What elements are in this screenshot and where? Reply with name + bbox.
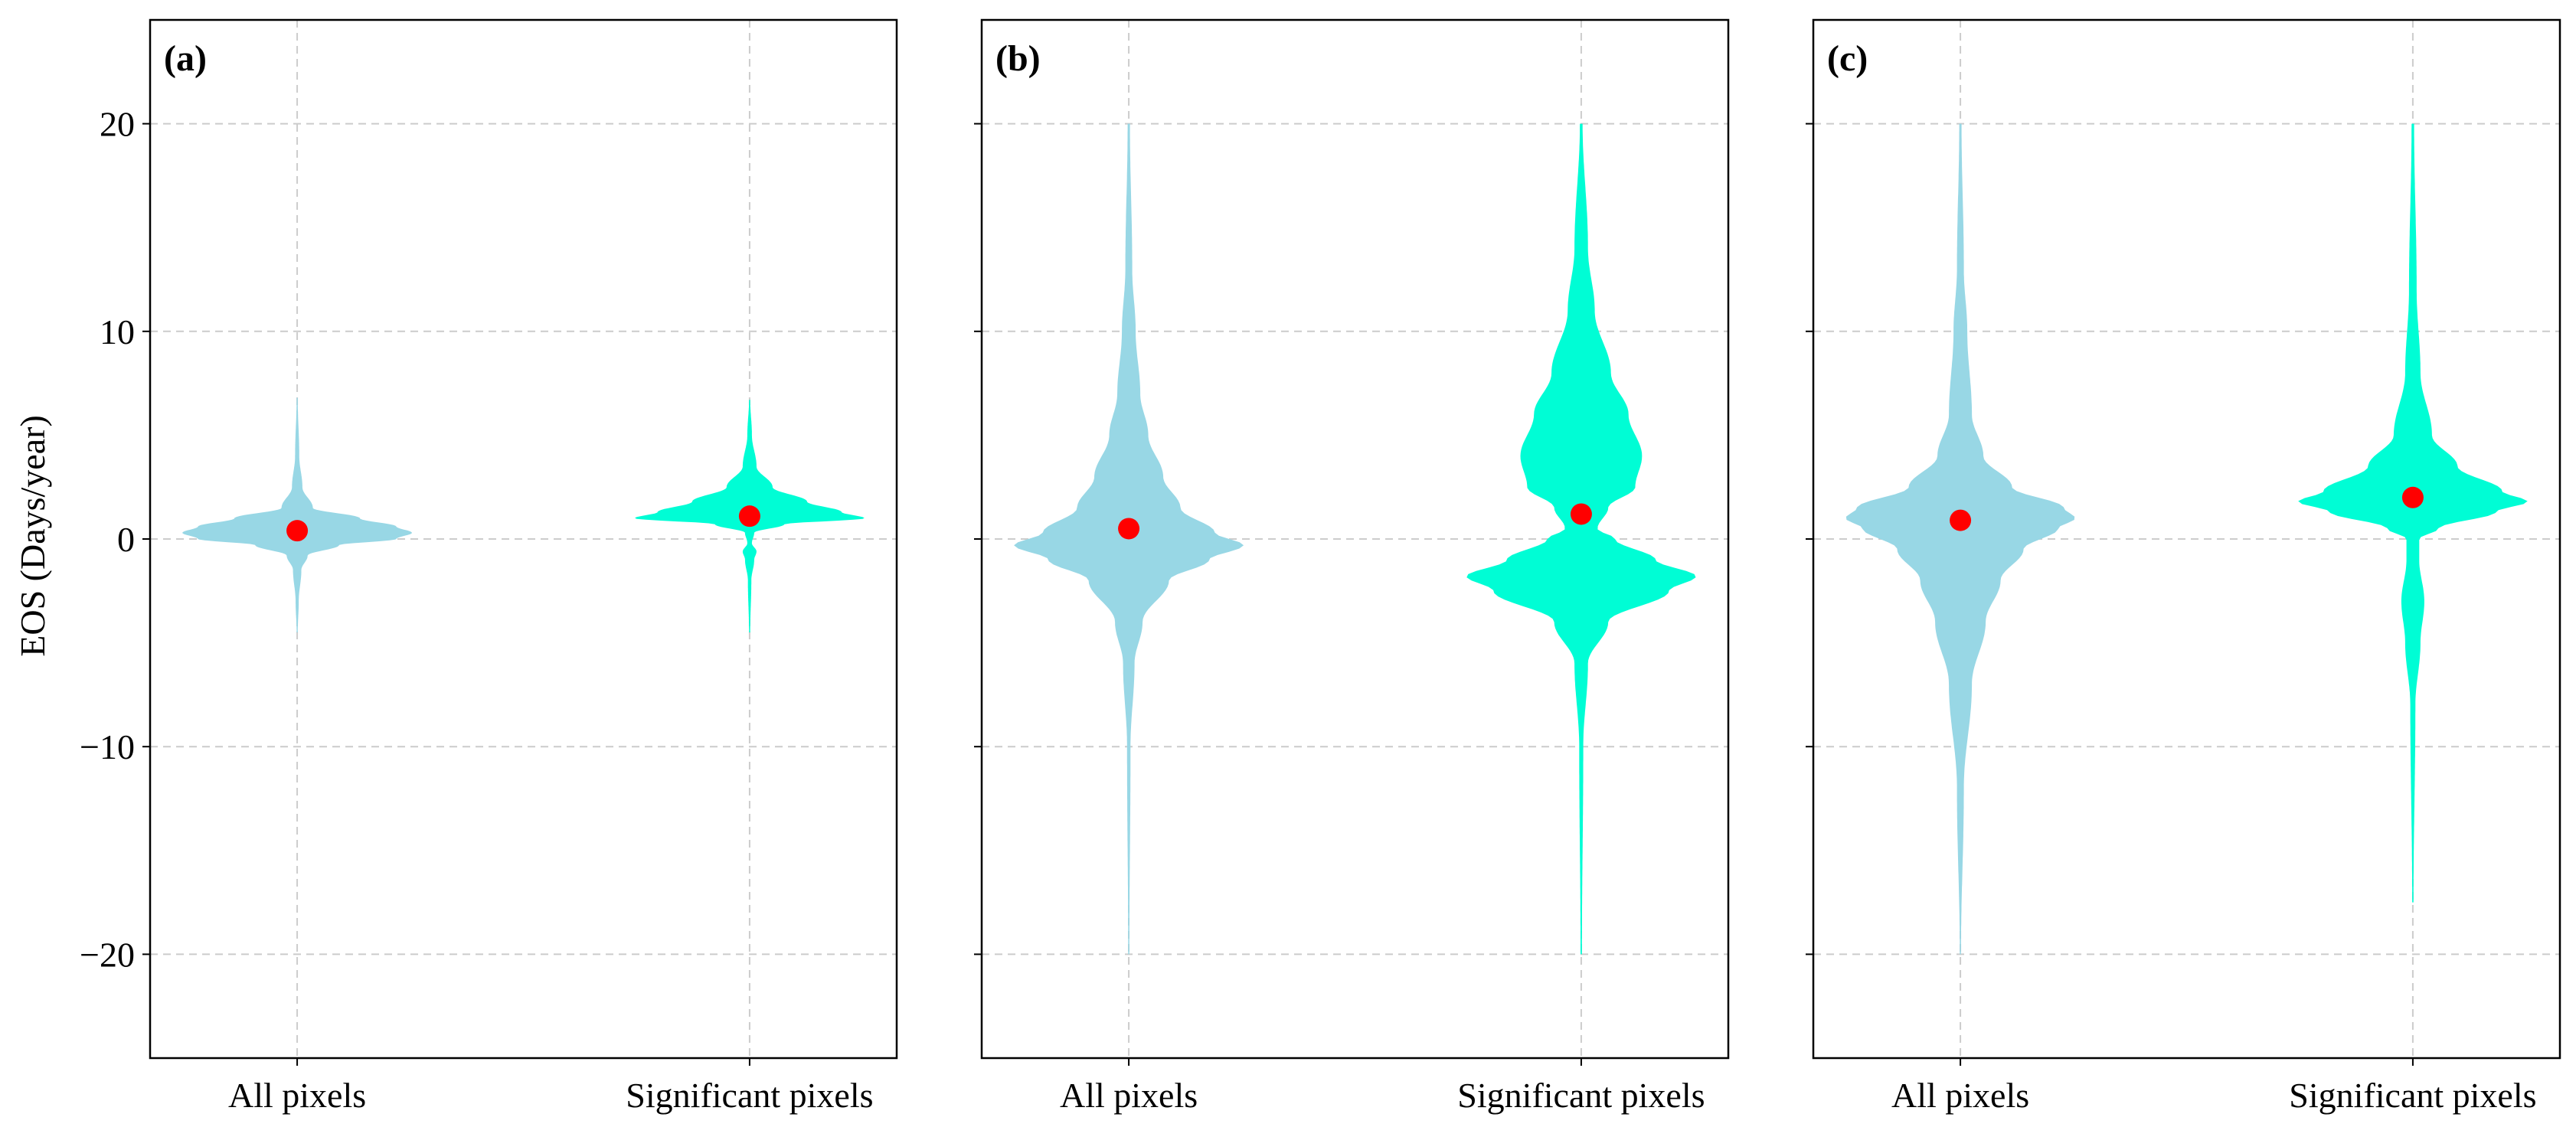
panel-label: (a) bbox=[164, 38, 207, 79]
violin-all-pixels bbox=[182, 397, 412, 632]
y-axis-label: EOS (Days/year) bbox=[13, 415, 52, 657]
mean-marker-significant-pixels bbox=[1570, 503, 1592, 525]
panel-b: All pixels Significant pixels (b) bbox=[974, 18, 1730, 1115]
mean-marker-all-pixels bbox=[1118, 518, 1140, 540]
y-tick-label: 0 bbox=[117, 520, 135, 559]
y-tick-label: −10 bbox=[80, 727, 135, 766]
y-tick-label: −20 bbox=[80, 935, 135, 974]
x-tick-label: All pixels bbox=[228, 1076, 366, 1115]
panel-frame bbox=[149, 18, 898, 1060]
violin-significant-pixels bbox=[2298, 123, 2528, 903]
x-tick-label: Significant pixels bbox=[2289, 1076, 2536, 1115]
panel-c: All pixels Significant pixels (c) bbox=[1806, 18, 2561, 1115]
panels-layer: All pixels Significant pixels −20 −10 0 10 20 (… bbox=[80, 18, 2561, 1115]
panel-label: (c) bbox=[1827, 38, 1868, 79]
x-tick-label: All pixels bbox=[1891, 1076, 2029, 1115]
panel-frame bbox=[980, 18, 1730, 1060]
y-tick-label: 10 bbox=[100, 312, 135, 351]
panel-a: All pixels Significant pixels −20 −10 0 10 20 (… bbox=[80, 18, 898, 1115]
x-tick-label: Significant pixels bbox=[1457, 1076, 1705, 1115]
x-tick-label: All pixels bbox=[1060, 1076, 1198, 1115]
mean-marker-significant-pixels bbox=[738, 505, 760, 528]
x-tick-label: Significant pixels bbox=[626, 1076, 873, 1115]
mean-marker-significant-pixels bbox=[2401, 486, 2424, 508]
violin-all-pixels bbox=[1845, 123, 2075, 955]
panel-frame bbox=[1812, 18, 2561, 1060]
y-tick-label: 20 bbox=[100, 105, 135, 144]
panel-label: (b) bbox=[995, 38, 1041, 79]
mean-marker-all-pixels bbox=[286, 520, 309, 542]
mean-marker-all-pixels bbox=[1950, 509, 1972, 531]
violin-significant-pixels bbox=[1466, 123, 1696, 955]
